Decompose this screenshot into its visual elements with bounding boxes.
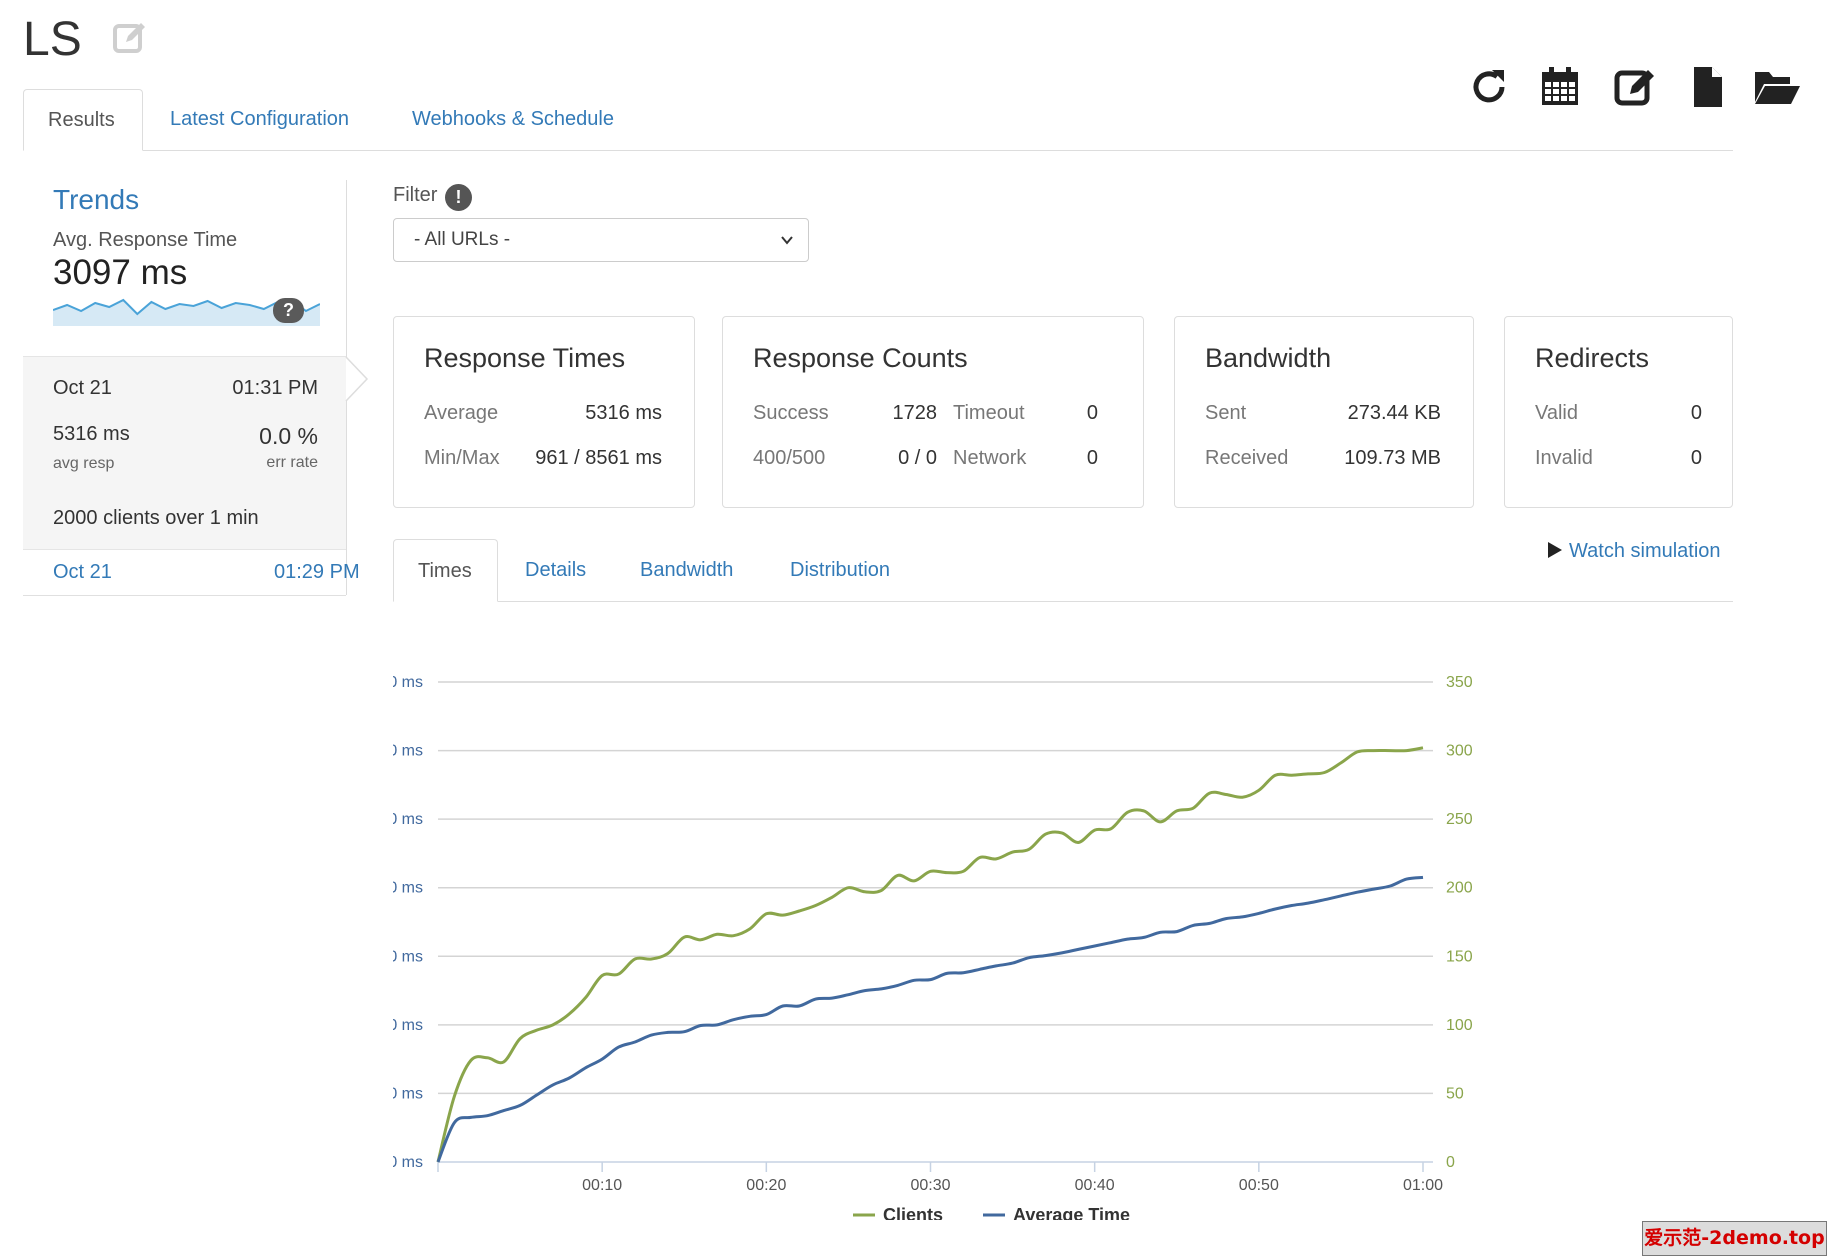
bandwidth-panel: Bandwidth Sent 273.44 KB Received 109.73… <box>1174 316 1474 508</box>
trends-subtitle: Avg. Response Time <box>53 229 238 251</box>
y-right-tick-label: 350 <box>1446 674 1473 691</box>
redirects-title: Redirects <box>1535 343 1650 373</box>
y-left-tick-label: 10000 ms <box>393 811 423 828</box>
tab-bandwidth[interactable]: Bandwidth <box>640 559 734 581</box>
y-left-tick-label: 6000 ms <box>393 948 423 965</box>
received-label: Received <box>1205 447 1289 469</box>
y-left-tick-label: 12000 ms <box>393 743 423 760</box>
legend-label: Average Time <box>1013 1205 1130 1220</box>
filter-label: Filter <box>393 184 438 206</box>
y-left-tick-label: 2000 ms <box>393 1085 423 1102</box>
average-value: 5316 ms <box>585 402 662 424</box>
y-right-tick-label: 0 <box>1446 1154 1455 1171</box>
url-filter-select[interactable]: - All URLs - <box>393 218 809 262</box>
success-value: 1728 <box>892 402 938 424</box>
y-right-tick-label: 100 <box>1446 1017 1473 1034</box>
run-clients: 2000 clients over 1 min <box>53 507 259 530</box>
tab-latest-configuration[interactable]: Latest Configuration <box>170 108 350 130</box>
success-label: Success <box>753 402 829 424</box>
timeout-label: Timeout <box>953 402 1025 424</box>
x-tick-label: 01:00 <box>1403 1177 1443 1194</box>
refresh-icon[interactable] <box>1466 64 1512 110</box>
sent-label: Sent <box>1205 402 1247 424</box>
minmax-value: 961 / 8561 ms <box>535 447 662 469</box>
y-left-tick-label: 8000 ms <box>393 880 423 897</box>
tab-details[interactable]: Details <box>525 559 587 581</box>
invalid-label: Invalid <box>1535 447 1593 469</box>
run-clients-suffix: clients over 1 min <box>103 507 259 529</box>
run-err-label: err rate <box>266 454 318 471</box>
edit-title-icon[interactable] <box>112 18 150 56</box>
error-label: 400/500 <box>753 447 826 469</box>
series-line-clients <box>436 746 1424 1163</box>
x-tick-label: 00:10 <box>582 1177 622 1194</box>
y-right-tick-label: 200 <box>1446 880 1473 897</box>
y-right-tick-label: 300 <box>1446 743 1473 760</box>
tab-distribution[interactable]: Distribution <box>790 559 891 581</box>
x-tick-label: 00:30 <box>910 1177 950 1194</box>
run-date: Oct 21 <box>53 377 112 399</box>
response-times-panel: Response Times Average 5316 ms Min/Max 9… <box>393 316 695 508</box>
run-active-pointer <box>345 357 369 401</box>
x-tick-label: 00:40 <box>1075 1177 1115 1194</box>
valid-value: 0 <box>1690 402 1702 424</box>
average-label: Average <box>424 402 499 424</box>
run-date-link[interactable]: Oct 21 <box>53 561 112 583</box>
file-icon[interactable] <box>1684 64 1730 110</box>
trends-value: 3097 ms <box>53 253 188 292</box>
response-times-title: Response Times <box>424 343 626 373</box>
run-avg-resp-label: avg resp <box>53 455 115 472</box>
sent-value: 273.44 KB <box>1347 402 1441 424</box>
valid-label: Valid <box>1535 402 1578 424</box>
x-tick-label: 00:20 <box>746 1177 786 1194</box>
y-left-tick-label: 0 ms <box>393 1154 423 1171</box>
watermark-logo: 爱示范-2demo.top <box>1642 1221 1827 1256</box>
y-right-tick-label: 150 <box>1446 948 1473 965</box>
run-avg-resp-value: 5316 ms <box>53 423 130 445</box>
received-value: 109.73 MB <box>1344 447 1441 469</box>
invalid-value: 0 <box>1690 447 1702 469</box>
run-time-link[interactable]: 01:29 PM <box>274 561 360 583</box>
legend-label: Clients <box>883 1205 943 1220</box>
tab-webhooks-schedule[interactable]: Webhooks & Schedule <box>412 108 614 130</box>
error-value: 0 / 0 <box>898 447 937 469</box>
bandwidth-title: Bandwidth <box>1205 343 1332 373</box>
timeout-value: 0 <box>1086 402 1098 424</box>
watch-simulation-link[interactable]: Watch simulation <box>1547 540 1721 563</box>
y-right-tick-label: 250 <box>1446 811 1473 828</box>
run-err-value: 0.0 % <box>259 423 318 449</box>
response-counts-panel: Response Counts Success 1728 Timeout 0 4… <box>722 316 1144 508</box>
tab-results[interactable]: Results <box>23 89 143 151</box>
trends-link[interactable]: Trends <box>53 184 140 215</box>
folder-open-icon[interactable] <box>1752 64 1802 110</box>
run-clients-count: 2000 <box>53 507 98 529</box>
x-tick-label: 00:50 <box>1239 1177 1279 1194</box>
network-value: 0 <box>1086 447 1098 469</box>
help-icon[interactable]: ? <box>273 298 304 323</box>
network-label: Network <box>953 447 1027 469</box>
y-right-tick-label: 50 <box>1446 1085 1464 1102</box>
minmax-label: Min/Max <box>424 447 500 469</box>
watch-simulation-label: Watch simulation <box>1569 540 1721 562</box>
url-filter-selected: - All URLs - <box>414 229 511 250</box>
calendar-icon[interactable] <box>1537 64 1583 110</box>
series-line-average-time <box>436 875 1424 1163</box>
filter-info-icon[interactable]: ! <box>445 184 472 211</box>
play-icon <box>1548 542 1562 558</box>
edit-icon[interactable] <box>1613 64 1659 110</box>
redirects-panel: Redirects Valid 0 Invalid 0 <box>1504 316 1733 508</box>
chevron-down-icon <box>781 236 793 245</box>
tab-times[interactable]: Times <box>393 539 498 602</box>
run-item-active[interactable]: Oct 21 01:31 PM 5316 ms avg resp 0.0 % e… <box>23 356 346 550</box>
y-left-tick-label: 14000 ms <box>393 674 423 691</box>
response-counts-title: Response Counts <box>753 343 968 373</box>
page-title: LS <box>23 13 82 66</box>
run-time: 01:31 PM <box>232 377 318 399</box>
